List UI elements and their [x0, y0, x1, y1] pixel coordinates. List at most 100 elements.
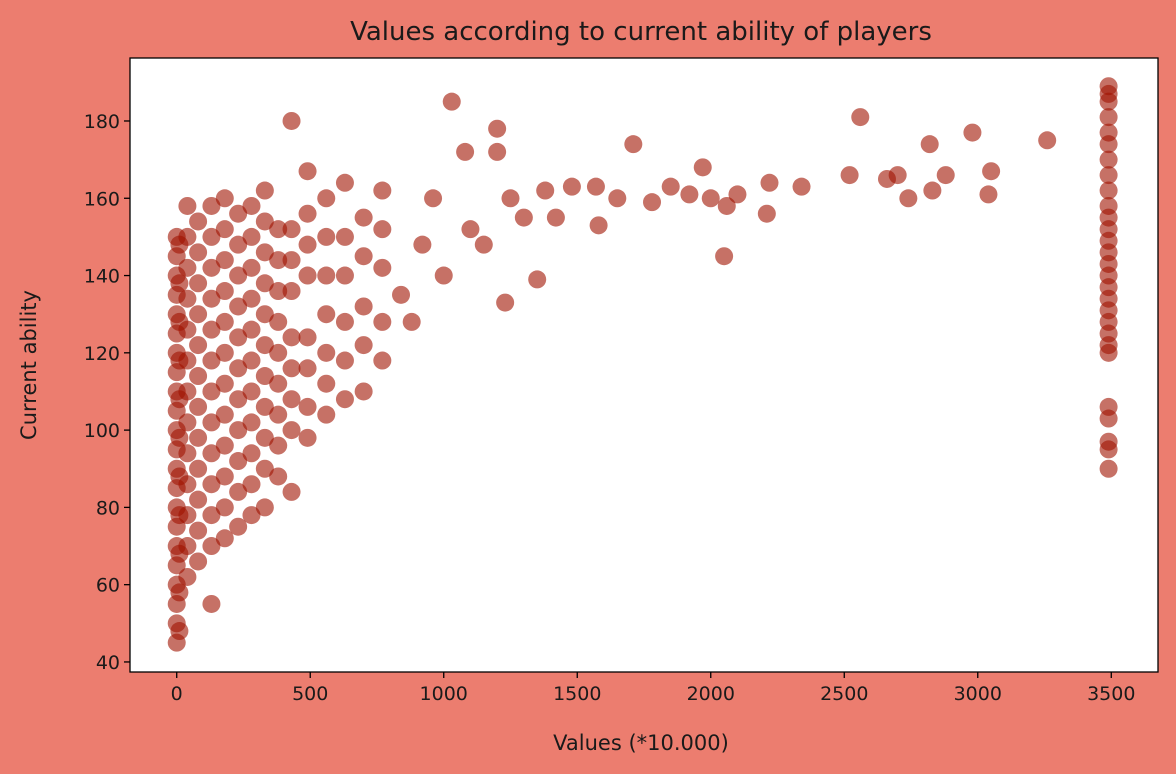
point	[888, 166, 907, 185]
point	[792, 177, 811, 196]
point	[178, 475, 197, 494]
point	[496, 293, 515, 312]
point	[242, 413, 261, 432]
point	[255, 498, 274, 517]
point	[242, 351, 261, 370]
point	[255, 181, 274, 200]
point	[215, 498, 234, 517]
point	[335, 227, 354, 246]
point	[680, 185, 699, 204]
x-axis-label: Values (*10.000)	[553, 731, 729, 755]
point	[215, 220, 234, 239]
point	[317, 227, 336, 246]
y-tick-label: 100	[84, 420, 120, 442]
point	[335, 173, 354, 192]
point	[317, 343, 336, 362]
point	[1099, 459, 1118, 478]
point	[282, 482, 301, 501]
point	[178, 567, 197, 586]
point	[298, 266, 317, 285]
point	[373, 181, 392, 200]
point	[392, 285, 411, 304]
point	[920, 135, 939, 154]
point	[170, 622, 189, 641]
x-tick-label: 500	[292, 683, 328, 705]
point	[229, 235, 248, 254]
point	[456, 142, 475, 161]
point	[242, 506, 261, 525]
point	[282, 390, 301, 409]
point	[442, 92, 461, 111]
point	[255, 428, 274, 447]
point	[1099, 166, 1118, 185]
plot-frame	[129, 57, 1159, 673]
point	[215, 312, 234, 331]
point	[1099, 196, 1118, 215]
point	[562, 177, 581, 196]
point	[269, 251, 288, 270]
point	[215, 529, 234, 548]
point	[757, 204, 776, 223]
point	[202, 258, 221, 277]
point	[170, 274, 189, 293]
point	[202, 444, 221, 463]
point	[643, 193, 662, 212]
point	[1038, 131, 1057, 150]
point	[317, 266, 336, 285]
point	[202, 289, 221, 308]
point	[1099, 150, 1118, 169]
point	[242, 227, 261, 246]
point	[229, 482, 248, 501]
point	[189, 274, 208, 293]
point	[402, 312, 421, 331]
point	[963, 123, 982, 142]
point	[202, 227, 221, 246]
point	[255, 212, 274, 231]
point	[298, 328, 317, 347]
point	[317, 189, 336, 208]
point	[373, 312, 392, 331]
point	[170, 428, 189, 447]
point	[624, 135, 643, 154]
point	[979, 185, 998, 204]
point	[413, 235, 432, 254]
point	[269, 312, 288, 331]
point	[298, 162, 317, 181]
point	[1099, 397, 1118, 416]
point	[335, 390, 354, 409]
point	[229, 421, 248, 440]
point	[982, 162, 1001, 181]
point	[282, 282, 301, 301]
point	[189, 490, 208, 509]
point	[269, 374, 288, 393]
point	[760, 173, 779, 192]
point	[536, 181, 555, 200]
point	[229, 204, 248, 223]
x-tick-label: 2000	[687, 683, 735, 705]
point	[1099, 77, 1118, 96]
point	[317, 405, 336, 424]
point	[298, 235, 317, 254]
point	[178, 258, 197, 277]
point	[317, 305, 336, 324]
point	[298, 397, 317, 416]
point	[282, 359, 301, 378]
point	[229, 359, 248, 378]
point	[373, 220, 392, 239]
point	[229, 452, 248, 471]
point	[728, 185, 747, 204]
point	[178, 506, 197, 525]
point	[335, 266, 354, 285]
point	[354, 382, 373, 401]
y-tick-label: 180	[84, 111, 120, 133]
chart-title: Values according to current ability of p…	[350, 17, 932, 47]
point	[936, 166, 955, 185]
point	[202, 382, 221, 401]
point	[373, 258, 392, 277]
point	[693, 158, 712, 177]
point	[501, 189, 520, 208]
point	[255, 459, 274, 478]
point	[1099, 432, 1118, 451]
point	[242, 444, 261, 463]
point	[488, 142, 507, 161]
